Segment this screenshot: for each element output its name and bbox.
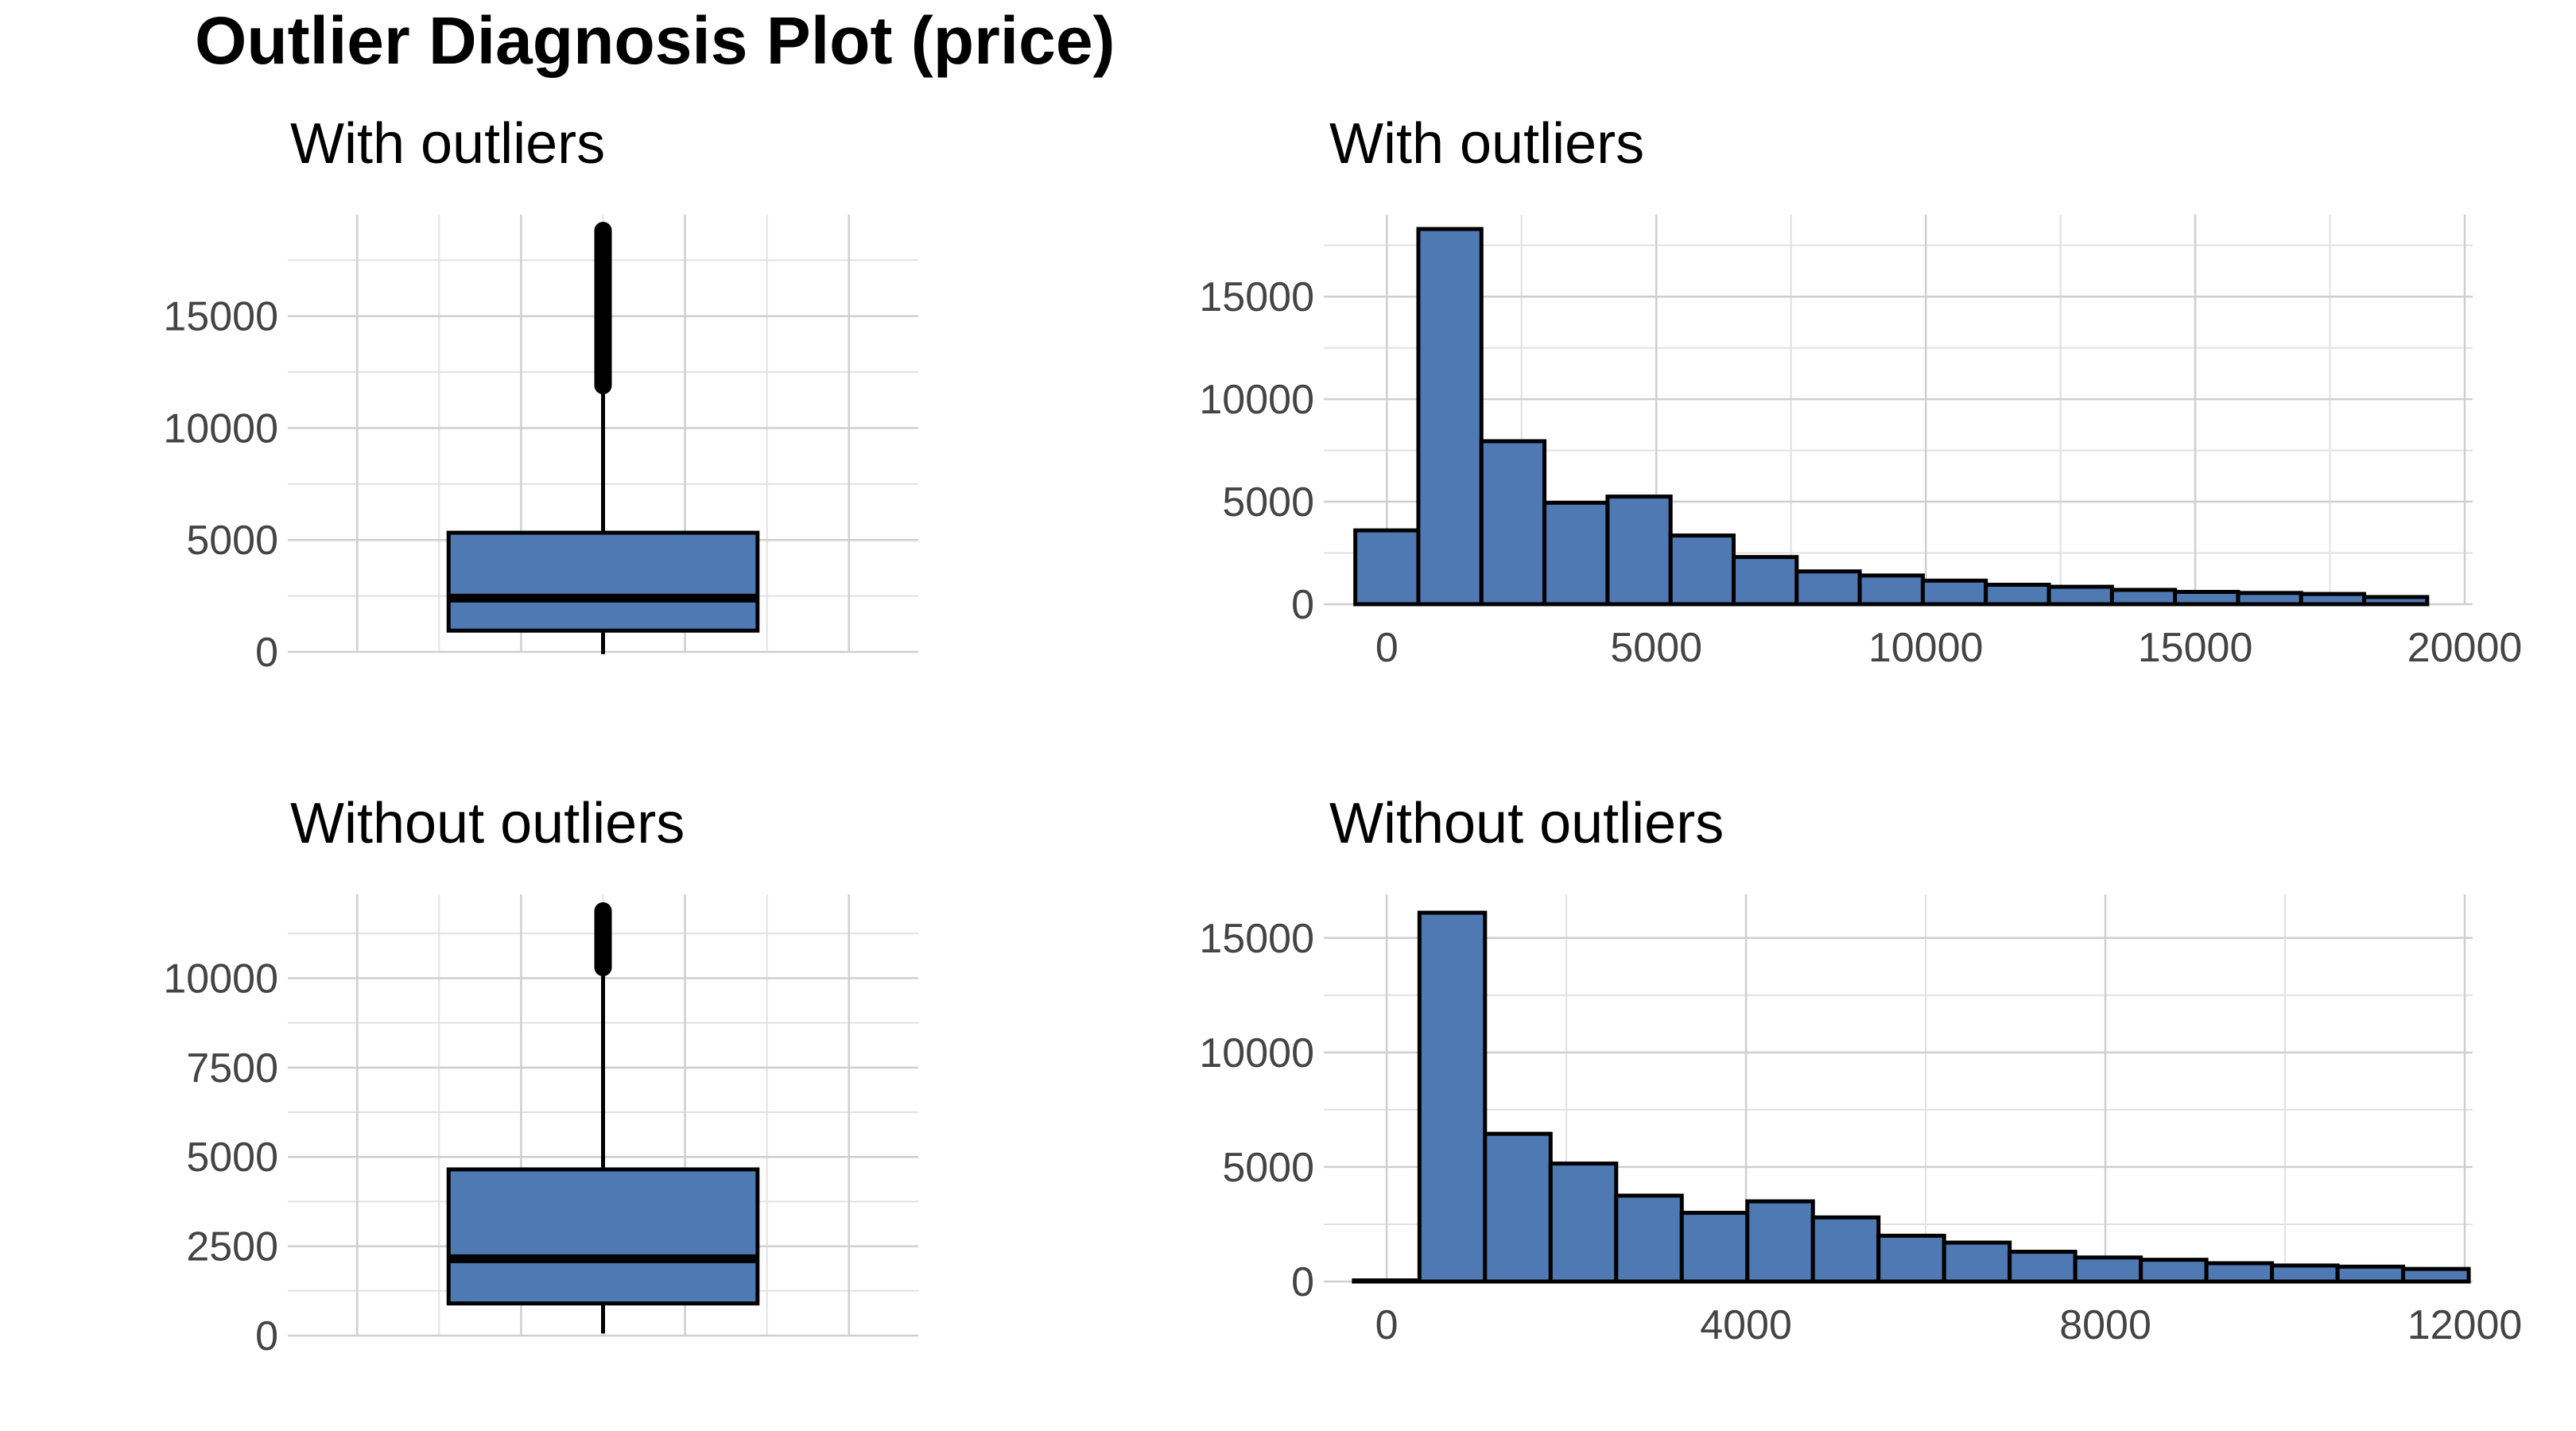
histogram-bar bbox=[1984, 583, 2051, 607]
x-tick-label: 10000 bbox=[1868, 625, 1984, 671]
histogram-bar bbox=[1942, 1240, 2012, 1284]
histogram-bar bbox=[1732, 555, 1799, 607]
histogram-bar bbox=[1876, 1233, 1946, 1284]
y-tick-label: 5000 bbox=[186, 1134, 278, 1181]
y-tick-label: 10000 bbox=[163, 956, 278, 1002]
y-tick-label: 0 bbox=[1291, 1259, 1314, 1305]
x-tick-label: 12000 bbox=[2407, 1302, 2523, 1348]
histogram-bar bbox=[2362, 595, 2430, 607]
histogram-bar bbox=[1483, 1131, 1553, 1284]
y-tick-label: 10000 bbox=[1199, 377, 1314, 423]
histogram-bar bbox=[2173, 590, 2240, 607]
y-tick-label: 5000 bbox=[1222, 1145, 1314, 1191]
histogram-bar bbox=[1548, 1161, 1619, 1284]
y-tick-label: 15000 bbox=[1199, 916, 1314, 962]
x-tick-label: 8000 bbox=[2059, 1302, 2151, 1348]
histogram-bar bbox=[1794, 569, 1862, 607]
histogram-bar bbox=[2236, 591, 2303, 607]
histogram-bar bbox=[1679, 1211, 1750, 1284]
y-tick-label: 2500 bbox=[186, 1224, 278, 1270]
histogram-bar bbox=[2046, 584, 2114, 607]
panel-title-top-right: With outliers bbox=[1329, 112, 1644, 176]
x-tick-label: 15000 bbox=[2138, 625, 2253, 671]
panel-top-right: With outliers 0 5000 10000 15000 0 5000 10000 1… bbox=[1199, 112, 2522, 671]
panel-top-left: With outliers 0 5000 10000 15000 bbox=[163, 112, 918, 676]
histogram-bar bbox=[2335, 1264, 2406, 1284]
histogram-bar bbox=[1810, 1215, 1881, 1284]
panel-title-bottom-left: Without outliers bbox=[290, 792, 685, 855]
histogram-bar bbox=[2073, 1255, 2143, 1284]
histogram-bar bbox=[2109, 588, 2178, 607]
x-tick-label: 0 bbox=[1375, 625, 1399, 671]
box-iqr bbox=[446, 1167, 760, 1306]
histogram-bar bbox=[2008, 1250, 2077, 1284]
panel-bottom-right: Without outliers 0 5000 10000 15000 0 4000 800… bbox=[1199, 792, 2522, 1348]
histogram-bar bbox=[1416, 227, 1484, 607]
histogram-bar bbox=[2139, 1258, 2209, 1284]
histogram-bar bbox=[1745, 1199, 1815, 1284]
y-tick-label: 10000 bbox=[1199, 1030, 1314, 1076]
x-tick-label: 20000 bbox=[2407, 625, 2523, 671]
y-tick-label: 5000 bbox=[1222, 479, 1314, 525]
histogram-bar bbox=[1668, 533, 1736, 607]
x-tick-label: 0 bbox=[1375, 1302, 1399, 1348]
histogram-bar bbox=[1352, 1278, 1422, 1284]
histogram-bar bbox=[1542, 500, 1610, 607]
panel-title-top-left: With outliers bbox=[290, 112, 605, 176]
histogram-bar bbox=[2270, 1263, 2340, 1284]
histogram-bar bbox=[1353, 528, 1421, 607]
y-tick-label: 0 bbox=[255, 1313, 278, 1359]
box-iqr bbox=[446, 530, 760, 633]
x-tick-label: 4000 bbox=[1700, 1302, 1792, 1348]
histogram-bar bbox=[1857, 573, 1925, 607]
y-tick-label: 0 bbox=[1291, 582, 1314, 628]
y-tick-label: 10000 bbox=[163, 405, 278, 452]
histogram-bar bbox=[2401, 1266, 2471, 1284]
histogram-bar bbox=[1920, 578, 1988, 607]
histogram-bar bbox=[2299, 591, 2367, 607]
panel-bottom-left: Without outliers 0 2500 5000 7500 10000 bbox=[163, 792, 918, 1359]
y-tick-label: 7500 bbox=[186, 1045, 278, 1092]
figure-title: Outlier Diagnosis Plot (price) bbox=[195, 3, 1115, 78]
y-tick-label: 15000 bbox=[1199, 274, 1314, 320]
y-tick-label: 0 bbox=[255, 630, 278, 676]
histogram-bar bbox=[1614, 1193, 1684, 1284]
histogram-bar bbox=[1479, 439, 1547, 607]
histogram-bar bbox=[1605, 494, 1673, 607]
x-tick-label: 5000 bbox=[1610, 625, 1702, 671]
y-tick-label: 15000 bbox=[163, 294, 278, 340]
y-tick-label: 5000 bbox=[186, 518, 278, 564]
histogram-bar bbox=[1417, 910, 1488, 1284]
panel-title-bottom-right: Without outliers bbox=[1329, 792, 1724, 855]
histogram-bar bbox=[2204, 1261, 2275, 1284]
